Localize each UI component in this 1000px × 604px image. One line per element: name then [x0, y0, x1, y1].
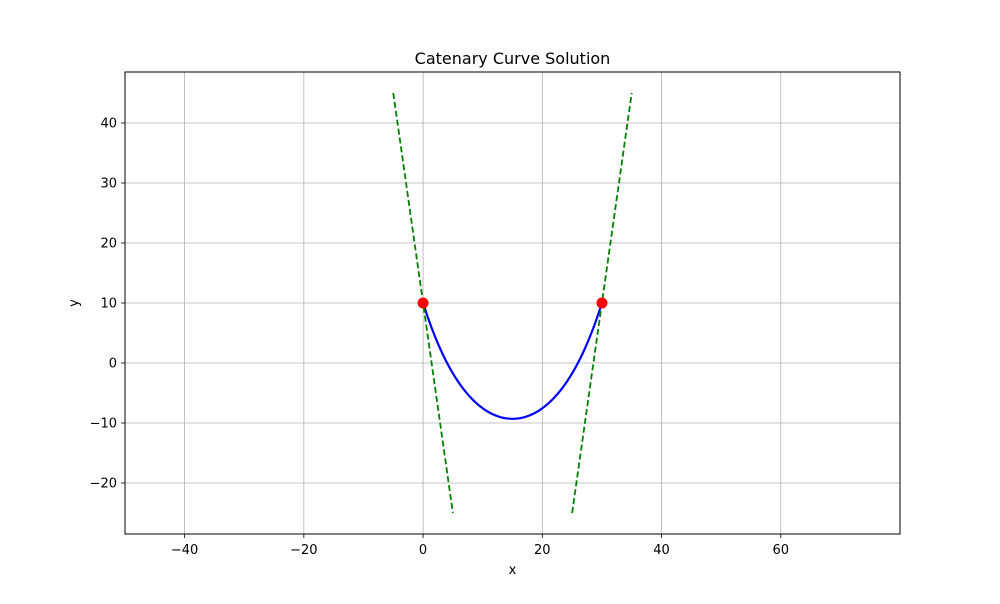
x-tick-label: 20 — [534, 543, 551, 558]
y-tick-label: 40 — [100, 117, 117, 132]
x-tick-label: 40 — [653, 543, 670, 558]
y-tick-label: 20 — [100, 237, 117, 252]
x-tick-label: 0 — [419, 543, 427, 558]
x-tick-label: −40 — [171, 543, 198, 558]
chart-title: Catenary Curve Solution — [415, 49, 611, 68]
endpoint-marker — [596, 297, 608, 309]
y-tick-label: 10 — [100, 297, 117, 312]
x-axis-label: x — [509, 563, 517, 578]
x-tick-label: 60 — [772, 543, 789, 558]
ticks: −40 −20 0 20 40 60 −20 −10 0 10 20 30 40 — [90, 117, 789, 559]
y-axis-label: y — [67, 299, 82, 307]
x-tick-label: −20 — [290, 543, 317, 558]
y-tick-label: 0 — [109, 357, 117, 372]
y-tick-label: 30 — [100, 177, 117, 192]
endpoint-marker — [417, 297, 429, 309]
y-tick-label: −20 — [90, 477, 117, 492]
catenary-curve-line — [422, 302, 603, 420]
y-tick-label: −10 — [90, 417, 117, 432]
grid — [125, 72, 900, 534]
